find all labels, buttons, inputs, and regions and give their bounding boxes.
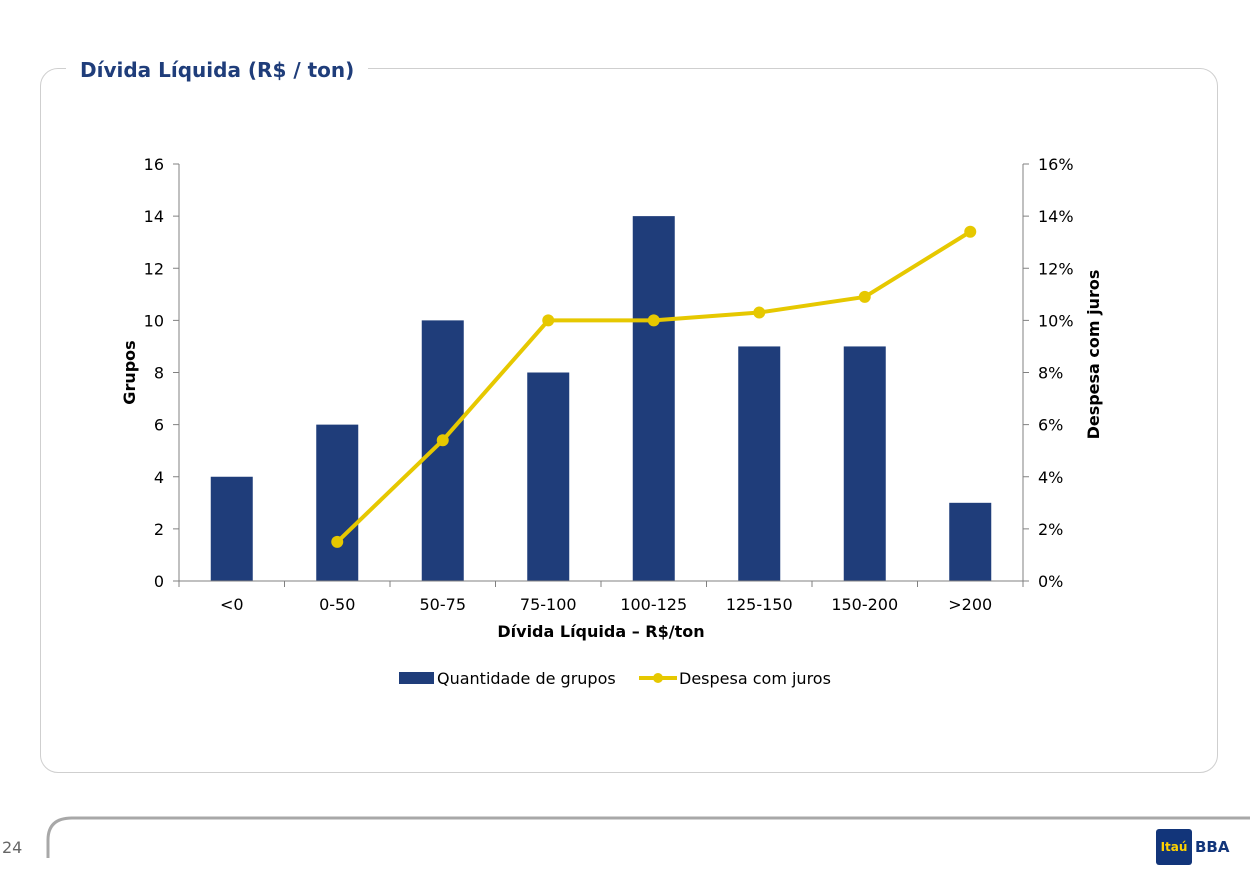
right-tick-label: 8% (1038, 364, 1063, 383)
x-tick-label: >200 (948, 595, 992, 614)
left-tick-label: 4 (154, 468, 164, 487)
left-tick-label: 0 (154, 572, 164, 591)
left-tick-label: 16 (144, 155, 164, 174)
x-tick-label: 100-125 (620, 595, 687, 614)
logo-text: BBA (1195, 838, 1230, 856)
left-tick-label: 2 (154, 520, 164, 539)
bar (210, 476, 253, 581)
logo-box: Itaú (1156, 829, 1192, 865)
itau-bba-logo: Itaú BBA (1156, 829, 1229, 865)
right-tick-label: 14% (1038, 207, 1074, 226)
legend-swatch-marker (653, 673, 663, 683)
bar (632, 216, 675, 581)
left-tick-label: 12 (144, 259, 164, 278)
left-tick-label: 6 (154, 416, 164, 435)
x-tick-label: 150-200 (831, 595, 898, 614)
right-tick-label: 0% (1038, 572, 1063, 591)
right-tick-label: 10% (1038, 311, 1074, 330)
line-point (647, 314, 660, 327)
bar (421, 320, 464, 581)
line-point (436, 434, 449, 447)
legend-label-line: Despesa com juros (679, 669, 831, 688)
right-tick-label: 2% (1038, 520, 1063, 539)
x-tick-label: <0 (220, 595, 244, 614)
right-tick-label: 6% (1038, 416, 1063, 435)
bar (738, 346, 781, 581)
bar (949, 502, 992, 581)
left-tick-label: 10 (144, 311, 164, 330)
left-tick-label: 8 (154, 364, 164, 383)
line-point (331, 535, 344, 548)
bar (527, 372, 570, 581)
bar (316, 424, 359, 581)
legend-label-bars: Quantidade de grupos (437, 669, 616, 688)
x-axis-title: Dívida Líquida – R$/ton (497, 622, 704, 641)
bar (843, 346, 886, 581)
right-tick-label: 16% (1038, 155, 1074, 174)
right-tick-label: 4% (1038, 468, 1063, 487)
panel-title: Dívida Líquida (R$ / ton) (66, 56, 369, 84)
x-tick-label: 125-150 (726, 595, 793, 614)
right-tick-label: 12% (1038, 259, 1074, 278)
line-point (753, 306, 766, 319)
x-tick-label: 75-100 (520, 595, 577, 614)
line-point (858, 290, 871, 303)
page-number: 24 (2, 838, 23, 857)
y-axis-title: Grupos (120, 340, 139, 404)
chart-panel (40, 68, 1218, 773)
y2-axis-title: Despesa com juros (1084, 270, 1103, 440)
x-tick-label: 50-75 (420, 595, 467, 614)
line-point (964, 225, 977, 238)
line-point (542, 314, 555, 327)
x-tick-label: 0-50 (319, 595, 355, 614)
legend-swatch-bars (399, 672, 434, 684)
left-tick-label: 14 (144, 207, 164, 226)
